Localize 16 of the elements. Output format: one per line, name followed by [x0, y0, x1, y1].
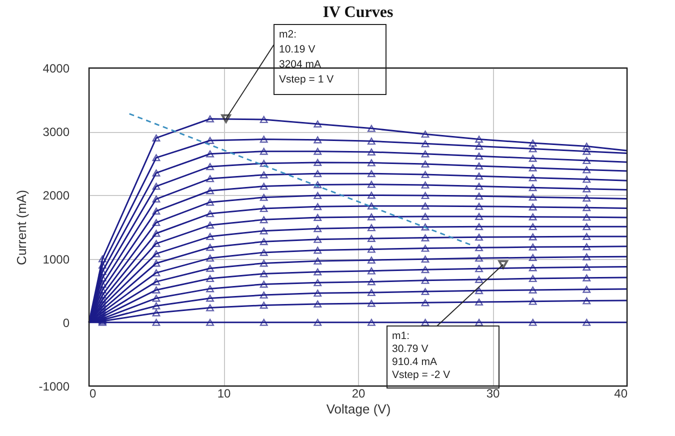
y-tick-label: 0 [62, 316, 70, 330]
y-tick-label: -1000 [38, 380, 70, 394]
y-tick-label: 3000 [42, 125, 70, 140]
x-tick-label: 40 [614, 386, 628, 400]
annotation: m1: 30.79 V 910.4 mA Vstep = -2 V [392, 330, 450, 381]
x-tick-label: 20 [352, 386, 366, 400]
x-tick-label: 0 [90, 386, 96, 400]
y-tick-label: 4000 [42, 62, 70, 76]
annotation: m2: 10.19 V 3204 mA Vstep = 1 V [279, 28, 334, 86]
y-axis-title: Current (mA) [14, 190, 29, 266]
y-tick-label: 2000 [42, 188, 70, 203]
x-axis-title: Voltage (V) [326, 402, 391, 416]
x-tick-label: 30 [486, 386, 500, 400]
y-tick-label: 1000 [42, 252, 70, 266]
x-tick-label: 10 [217, 386, 231, 400]
chart-title: IV Curves [322, 4, 394, 21]
